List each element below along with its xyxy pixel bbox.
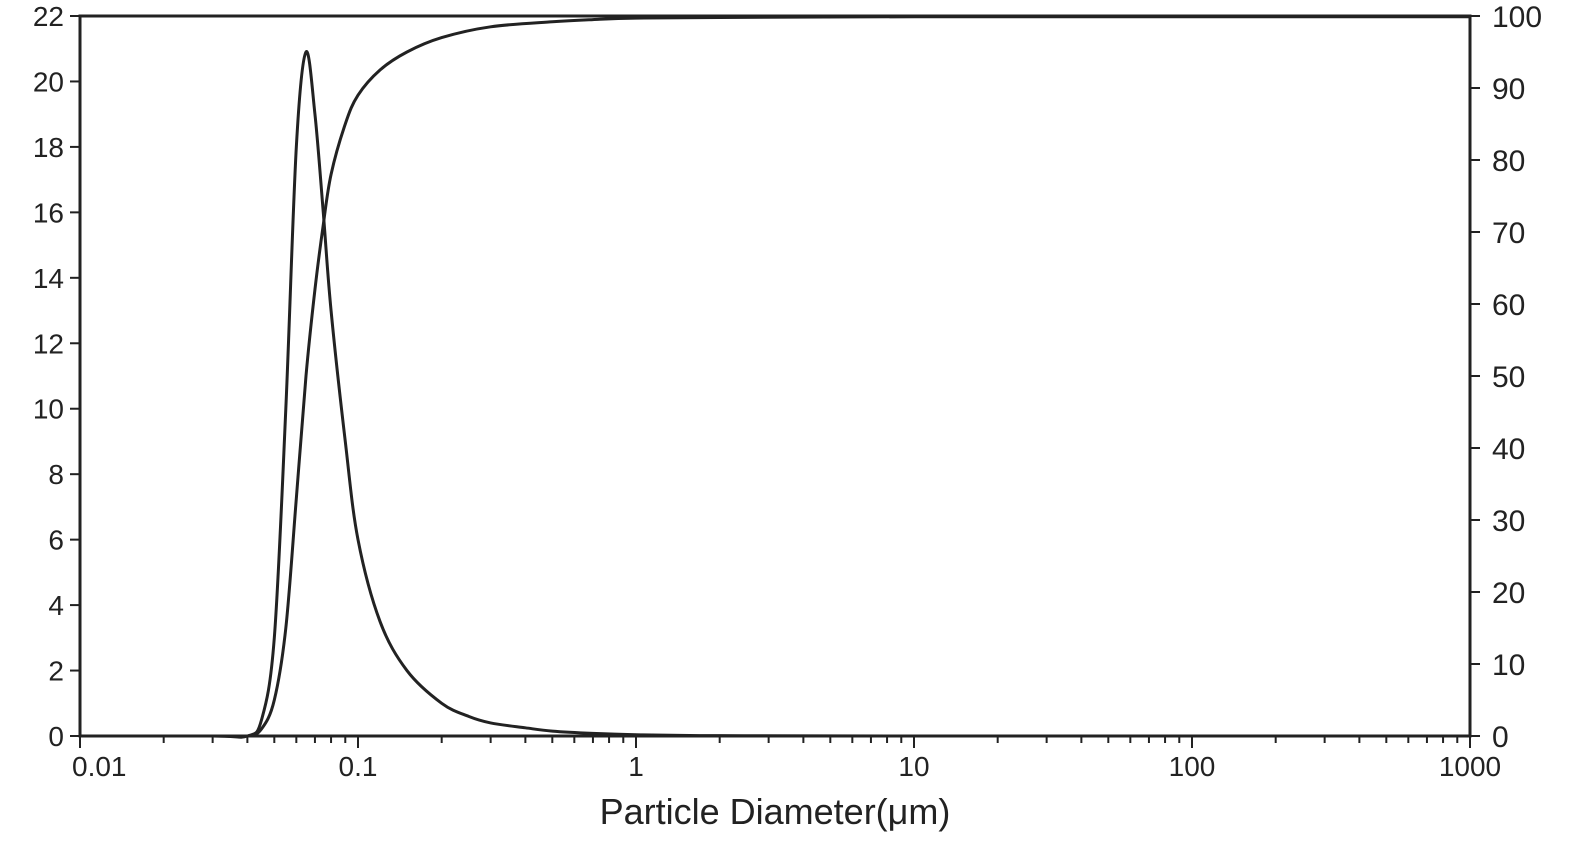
x-tick-label: 0.01 [72, 751, 127, 782]
y-left-tick-label: 18 [33, 132, 64, 163]
y-left-tick-label: 0 [48, 721, 64, 752]
y-left-tick-label: 22 [33, 1, 64, 32]
y-left-tick-label: 10 [33, 394, 64, 425]
y-left-tick-label: 8 [48, 459, 64, 490]
y-right-tick-label: 20 [1492, 577, 1525, 610]
y-right-tick-label: 40 [1492, 433, 1525, 466]
distribution-curve [80, 52, 1470, 738]
x-tick-label: 0.1 [339, 751, 378, 782]
y-left-tick-label: 12 [33, 328, 64, 359]
y-right-tick-label: 90 [1492, 73, 1525, 106]
y-right-tick-label: 60 [1492, 289, 1525, 322]
y-right-tick-label: 80 [1492, 145, 1525, 178]
y-right-tick-label: 100 [1492, 1, 1542, 34]
y-left-tick-label: 4 [48, 590, 64, 621]
x-axis-label: Particle Diameter(μm) [600, 791, 951, 832]
y-right-tick-label: 30 [1492, 505, 1525, 538]
x-tick-label: 1 [628, 751, 644, 782]
y-right-tick-label: 10 [1492, 649, 1525, 682]
x-tick-label: 10 [898, 751, 929, 782]
y-left-tick-label: 2 [48, 656, 64, 687]
y-right-tick-label: 0 [1492, 721, 1509, 754]
chart-svg: 0.010.1110100100002468101214161820220102… [0, 0, 1580, 848]
y-right-tick-label: 70 [1492, 217, 1525, 250]
y-left-tick-label: 6 [48, 525, 64, 556]
y-right-tick-label: 50 [1492, 361, 1525, 394]
y-left-tick-label: 16 [33, 197, 64, 228]
particle-size-chart: 0.010.1110100100002468101214161820220102… [0, 0, 1580, 848]
y-left-tick-label: 20 [33, 66, 64, 97]
x-tick-label: 1000 [1439, 751, 1501, 782]
y-left-tick-label: 14 [33, 263, 64, 294]
x-tick-label: 100 [1169, 751, 1216, 782]
